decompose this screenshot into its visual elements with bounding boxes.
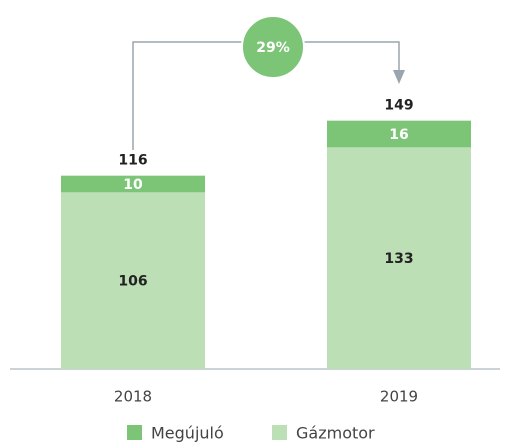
- legend-label: Megújuló: [151, 424, 224, 443]
- arrow-head: [393, 70, 405, 84]
- legend-label: Gázmotor: [296, 424, 375, 443]
- data-label: 16: [389, 127, 408, 143]
- total-label: 149: [384, 98, 413, 114]
- growth-arrow: 29%: [132, 15, 405, 150]
- x-tick-label: 2018: [114, 388, 152, 406]
- bar-segment: [61, 175, 205, 193]
- total-label: 116: [118, 153, 147, 169]
- bar-segment: [61, 192, 205, 369]
- legend-swatch: [272, 425, 287, 440]
- bar-segment: [327, 120, 471, 148]
- data-label: 106: [118, 274, 147, 290]
- data-label: 133: [384, 251, 413, 267]
- legend-swatch: [127, 425, 142, 440]
- bar-segment: [327, 147, 471, 369]
- annotation-badge: [241, 15, 305, 79]
- x-tick-label: 2019: [380, 388, 418, 406]
- annotation: 29%: [256, 40, 290, 56]
- data-label: 10: [123, 177, 143, 193]
